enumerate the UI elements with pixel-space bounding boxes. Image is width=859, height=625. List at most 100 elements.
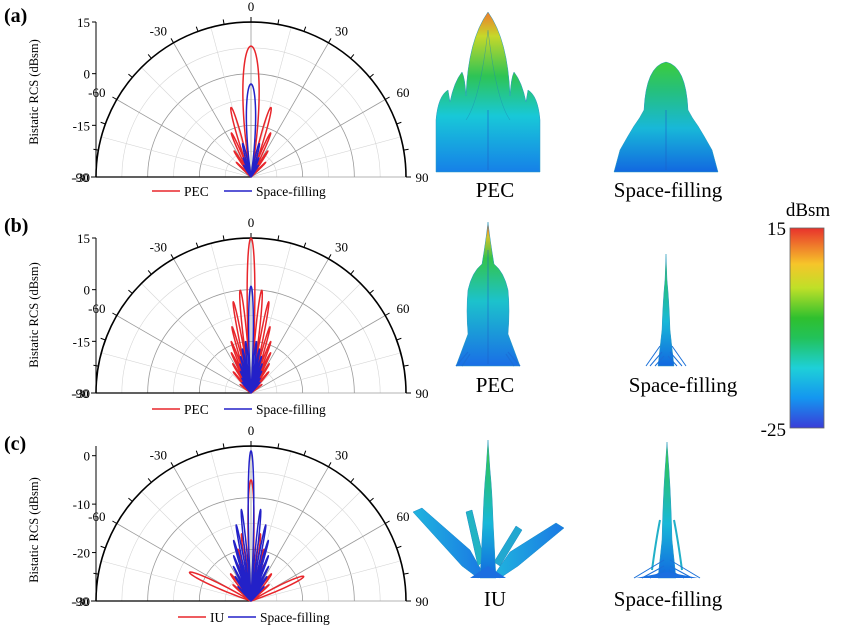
polar-grid-spoke xyxy=(101,136,252,178)
legend-a: PEC Space-filling xyxy=(152,184,326,199)
polar-angle-tickmark xyxy=(396,121,402,125)
caption-pec-b: PEC xyxy=(476,373,515,397)
polar-grid-spoke xyxy=(173,42,252,178)
polar-angle-tickmark xyxy=(369,289,374,294)
polar-chart-c: -90 -60 -30 0 30 60 90 -30 -20 -10 0 xyxy=(71,423,428,609)
polar-angle-tickmark xyxy=(128,497,133,502)
colorbar-min-label: -25 xyxy=(761,420,786,441)
angle-tick-label: 90 xyxy=(416,170,429,185)
series-curve-iu xyxy=(188,479,305,602)
angle-tick-label: 60 xyxy=(396,85,409,100)
panel-letter-b: (b) xyxy=(4,215,28,237)
y-axis-label-a: Bistatic RCS (dBsm) xyxy=(27,39,41,145)
radial-tick-label: 0 xyxy=(84,67,91,82)
legend-b: PEC Space-filling xyxy=(152,402,326,417)
legend-label-space-filling: Space-filling xyxy=(256,184,326,199)
caption-pec-a: PEC xyxy=(476,178,515,202)
polar-angle-tickmark xyxy=(147,270,152,275)
angle-tick-label: 60 xyxy=(396,301,409,316)
angle-tick-label: 30 xyxy=(335,24,348,39)
polar-outer-arc xyxy=(95,21,407,178)
legend-label-pec: PEC xyxy=(184,184,209,199)
legend-c: IU Space-filling xyxy=(178,610,330,625)
caption-space-filling-c: Space-filling xyxy=(614,587,723,611)
polar-angle-tickmark xyxy=(369,497,374,502)
polar-angle-tickmark xyxy=(147,478,152,483)
caption-iu-c: IU xyxy=(484,587,506,611)
polar-grid-spoke xyxy=(141,67,252,178)
radial-tick-label: 0 xyxy=(84,449,91,464)
polar-grid-spoke xyxy=(250,466,329,602)
legend-label-iu: IU xyxy=(210,610,224,625)
angle-tick-label: -60 xyxy=(88,509,105,524)
radial-tick-label: -15 xyxy=(73,118,90,133)
angle-tick-label: -60 xyxy=(88,301,105,316)
colorbar-max-label: 15 xyxy=(767,219,786,240)
angle-tick-label: 0 xyxy=(248,423,255,438)
angle-tick-label: -90 xyxy=(71,170,88,185)
angle-tick-label: -30 xyxy=(150,448,167,463)
legend-label-space-filling: Space-filling xyxy=(260,610,330,625)
polar-angle-tickmark xyxy=(350,54,355,59)
angle-tick-label: 90 xyxy=(416,386,429,401)
legend-label-pec: PEC xyxy=(184,402,209,417)
caption-space-filling-a: Space-filling xyxy=(614,178,723,202)
radial-tick-label: 15 xyxy=(77,231,90,246)
polar-chart-b: -90 -60 -30 0 30 60 90 -30 -15 0 15 xyxy=(71,215,428,401)
radial-tick-label: -30 xyxy=(73,170,90,185)
polar-angle-tickmark xyxy=(170,462,174,468)
legend-label-space-filling: Space-filling xyxy=(256,402,326,417)
polar-angle-tickmark xyxy=(403,364,409,367)
polar-angle-tickmark xyxy=(222,443,225,449)
polar-angle-tickmark xyxy=(128,73,133,78)
polar-angle-tickmark xyxy=(384,520,390,524)
polar-angle-tickmark xyxy=(277,443,280,449)
rcs-3d-pattern-pec-a xyxy=(435,11,541,173)
polar-grid-spoke xyxy=(116,99,252,178)
polar-angle-tickmark xyxy=(112,312,118,316)
polar-grid-spoke xyxy=(116,315,252,394)
angle-tick-label: 30 xyxy=(335,240,348,255)
rcs-3d-pattern-space-filling-c xyxy=(633,441,701,579)
series-curve-space-filling xyxy=(239,285,263,394)
polar-angle-tickmark xyxy=(222,19,225,25)
panel-b: (b) -90 -60 -30 0 30 60 90 -30 -15 0 15 Bistatic R… xyxy=(4,215,738,417)
caption-space-filling-b: Space-filling xyxy=(629,373,738,397)
polar-grid-spoke xyxy=(250,352,401,394)
angle-tick-label: 90 xyxy=(416,594,429,609)
angle-tick-label: -90 xyxy=(71,594,88,609)
polar-grid-spoke xyxy=(141,491,252,602)
panel-letter-a: (a) xyxy=(4,5,27,27)
polar-angle-tickmark xyxy=(100,337,106,341)
radial-tick-label: -10 xyxy=(73,497,90,512)
polar-grid-spoke xyxy=(250,136,401,178)
polar-angle-tickmark xyxy=(112,520,118,524)
polar-angle-tickmark xyxy=(396,545,402,549)
angle-tick-label: 0 xyxy=(248,215,255,230)
series-curve-space-filling xyxy=(232,450,270,602)
polar-angle-tickmark xyxy=(384,312,390,316)
angle-tick-label: -90 xyxy=(71,386,88,401)
angle-tick-label: 0 xyxy=(248,0,255,14)
series-curve-space-filling xyxy=(241,83,261,178)
polar-outer-arc xyxy=(95,445,407,602)
radial-tick-label: -30 xyxy=(73,594,90,609)
radial-tick-label: 15 xyxy=(77,15,90,30)
polar-grid-spoke xyxy=(101,560,252,602)
polar-angle-tickmark xyxy=(303,26,307,32)
angle-tick-label: -60 xyxy=(88,85,105,100)
panel-c: (c) -90 -60 -30 0 30 60 90 -30 -20 -10 0 Bistatic … xyxy=(4,423,723,625)
angle-tick-label: 60 xyxy=(396,509,409,524)
polar-angle-tickmark xyxy=(195,242,199,248)
radial-tick-label: -30 xyxy=(73,386,90,401)
polar-grid-spoke xyxy=(173,466,252,602)
polar-angle-tickmark xyxy=(328,254,332,260)
polar-angle-tickmark xyxy=(384,96,390,100)
polar-angle-tickmark xyxy=(277,235,280,241)
polar-angle-tickmark xyxy=(328,462,332,468)
polar-angle-tickmark xyxy=(170,254,174,260)
y-axis-label-b: Bistatic RCS (dBsm) xyxy=(27,262,41,368)
radial-tick-label: -15 xyxy=(73,334,90,349)
angle-tick-label: -30 xyxy=(150,240,167,255)
